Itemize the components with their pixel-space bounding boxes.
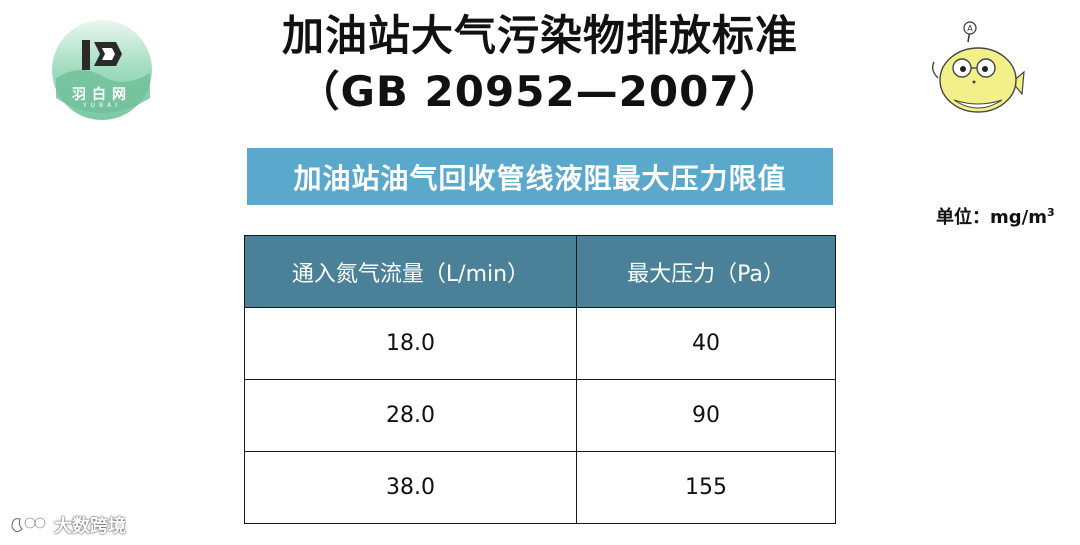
fish-mascot-icon: A (931, 21, 1025, 113)
header-max-pressure: 最大压力（Pa） (576, 235, 836, 308)
table-header-row: 通入氮气流量（L/min） 最大压力（Pa） (244, 235, 836, 308)
standard-code: （GB 20952—2007） (297, 67, 783, 116)
flow-cell: 38.0 (244, 451, 577, 524)
watermark-logo-icon (11, 517, 46, 533)
logo-emblem-icon (52, 20, 152, 120)
svg-text:A: A (967, 24, 973, 33)
pressure-cell: 155 (576, 451, 836, 524)
watermark-text: 大数跨境 (54, 516, 126, 537)
flow-cell: 28.0 (244, 379, 577, 452)
header-nitrogen-flow: 通入氮气流量（L/min） (244, 235, 577, 308)
page-title: 加油站大气污染物排放标准 (281, 11, 798, 60)
table-row: 18.0 40 (244, 307, 836, 380)
pressure-cell: 40 (576, 307, 836, 380)
watermark: 大数跨境 (8, 512, 126, 538)
unit-superscript: 3 (1046, 206, 1055, 219)
logo-text: 羽白网 (72, 87, 132, 103)
table-caption: 加油站油气回收管线液阻最大压力限值 (293, 161, 787, 195)
table-row: 28.0 90 (244, 379, 836, 452)
mascot-image: A (924, 20, 1028, 120)
unit-text: 单位：mg/m (936, 207, 1047, 228)
table-row: 38.0 155 (244, 451, 836, 524)
unit-label: 单位：mg/m3 (936, 203, 1055, 229)
site-logo: 羽白网 YUBAI (50, 18, 154, 122)
pressure-limit-table: 通入氮气流量（L/min） 最大压力（Pa） 18.0 40 28.0 90 3… (244, 235, 836, 524)
table-caption-bar: 加油站油气回收管线液阻最大压力限值 (247, 148, 833, 205)
logo-subtext: YUBAI (82, 102, 122, 109)
flow-cell: 18.0 (244, 307, 577, 380)
pressure-cell: 90 (576, 379, 836, 452)
